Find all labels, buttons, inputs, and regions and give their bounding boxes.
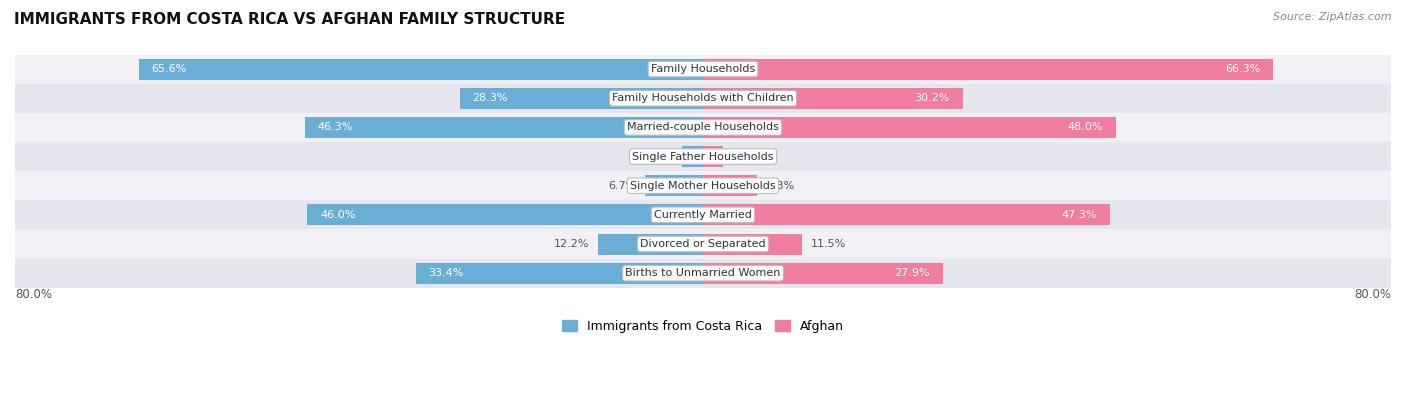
Bar: [703, 88, 963, 109]
Text: Married-couple Households: Married-couple Households: [627, 122, 779, 132]
Bar: [703, 204, 1109, 225]
Text: 80.0%: 80.0%: [15, 288, 52, 301]
Text: 46.3%: 46.3%: [318, 122, 353, 132]
Text: Family Households: Family Households: [651, 64, 755, 74]
Bar: [703, 117, 1116, 138]
Bar: [15, 84, 1391, 113]
Bar: [139, 58, 703, 79]
Text: 2.3%: 2.3%: [731, 152, 759, 162]
Bar: [15, 142, 1391, 171]
Text: 65.6%: 65.6%: [152, 64, 187, 74]
Bar: [460, 88, 703, 109]
Text: 6.7%: 6.7%: [609, 181, 637, 191]
Text: Single Father Households: Single Father Households: [633, 152, 773, 162]
Text: IMMIGRANTS FROM COSTA RICA VS AFGHAN FAMILY STRUCTURE: IMMIGRANTS FROM COSTA RICA VS AFGHAN FAM…: [14, 12, 565, 27]
Bar: [703, 263, 943, 284]
Bar: [308, 204, 703, 225]
Text: 66.3%: 66.3%: [1225, 64, 1260, 74]
Text: Family Households with Children: Family Households with Children: [612, 93, 794, 103]
Legend: Immigrants from Costa Rica, Afghan: Immigrants from Costa Rica, Afghan: [562, 320, 844, 333]
Bar: [15, 55, 1391, 84]
Bar: [645, 175, 703, 196]
Text: Currently Married: Currently Married: [654, 210, 752, 220]
Bar: [416, 263, 703, 284]
Text: 46.0%: 46.0%: [321, 210, 356, 220]
Text: 47.3%: 47.3%: [1062, 210, 1097, 220]
Bar: [598, 233, 703, 254]
Text: Source: ZipAtlas.com: Source: ZipAtlas.com: [1274, 12, 1392, 22]
Bar: [703, 175, 758, 196]
Bar: [703, 146, 723, 167]
Bar: [15, 229, 1391, 259]
Text: Divorced or Separated: Divorced or Separated: [640, 239, 766, 249]
Bar: [15, 171, 1391, 200]
Text: 80.0%: 80.0%: [1354, 288, 1391, 301]
Text: 11.5%: 11.5%: [810, 239, 846, 249]
Text: 12.2%: 12.2%: [554, 239, 589, 249]
Text: 33.4%: 33.4%: [429, 268, 464, 278]
Text: 28.3%: 28.3%: [472, 93, 508, 103]
Bar: [15, 259, 1391, 288]
Bar: [15, 200, 1391, 229]
Bar: [703, 58, 1274, 79]
Text: 48.0%: 48.0%: [1067, 122, 1102, 132]
Text: 27.9%: 27.9%: [894, 268, 929, 278]
Bar: [682, 146, 703, 167]
Text: Single Mother Households: Single Mother Households: [630, 181, 776, 191]
Text: 6.3%: 6.3%: [766, 181, 794, 191]
Bar: [703, 233, 801, 254]
Text: 30.2%: 30.2%: [914, 93, 950, 103]
Bar: [15, 113, 1391, 142]
Text: 2.4%: 2.4%: [645, 152, 673, 162]
Bar: [305, 117, 703, 138]
Text: Births to Unmarried Women: Births to Unmarried Women: [626, 268, 780, 278]
